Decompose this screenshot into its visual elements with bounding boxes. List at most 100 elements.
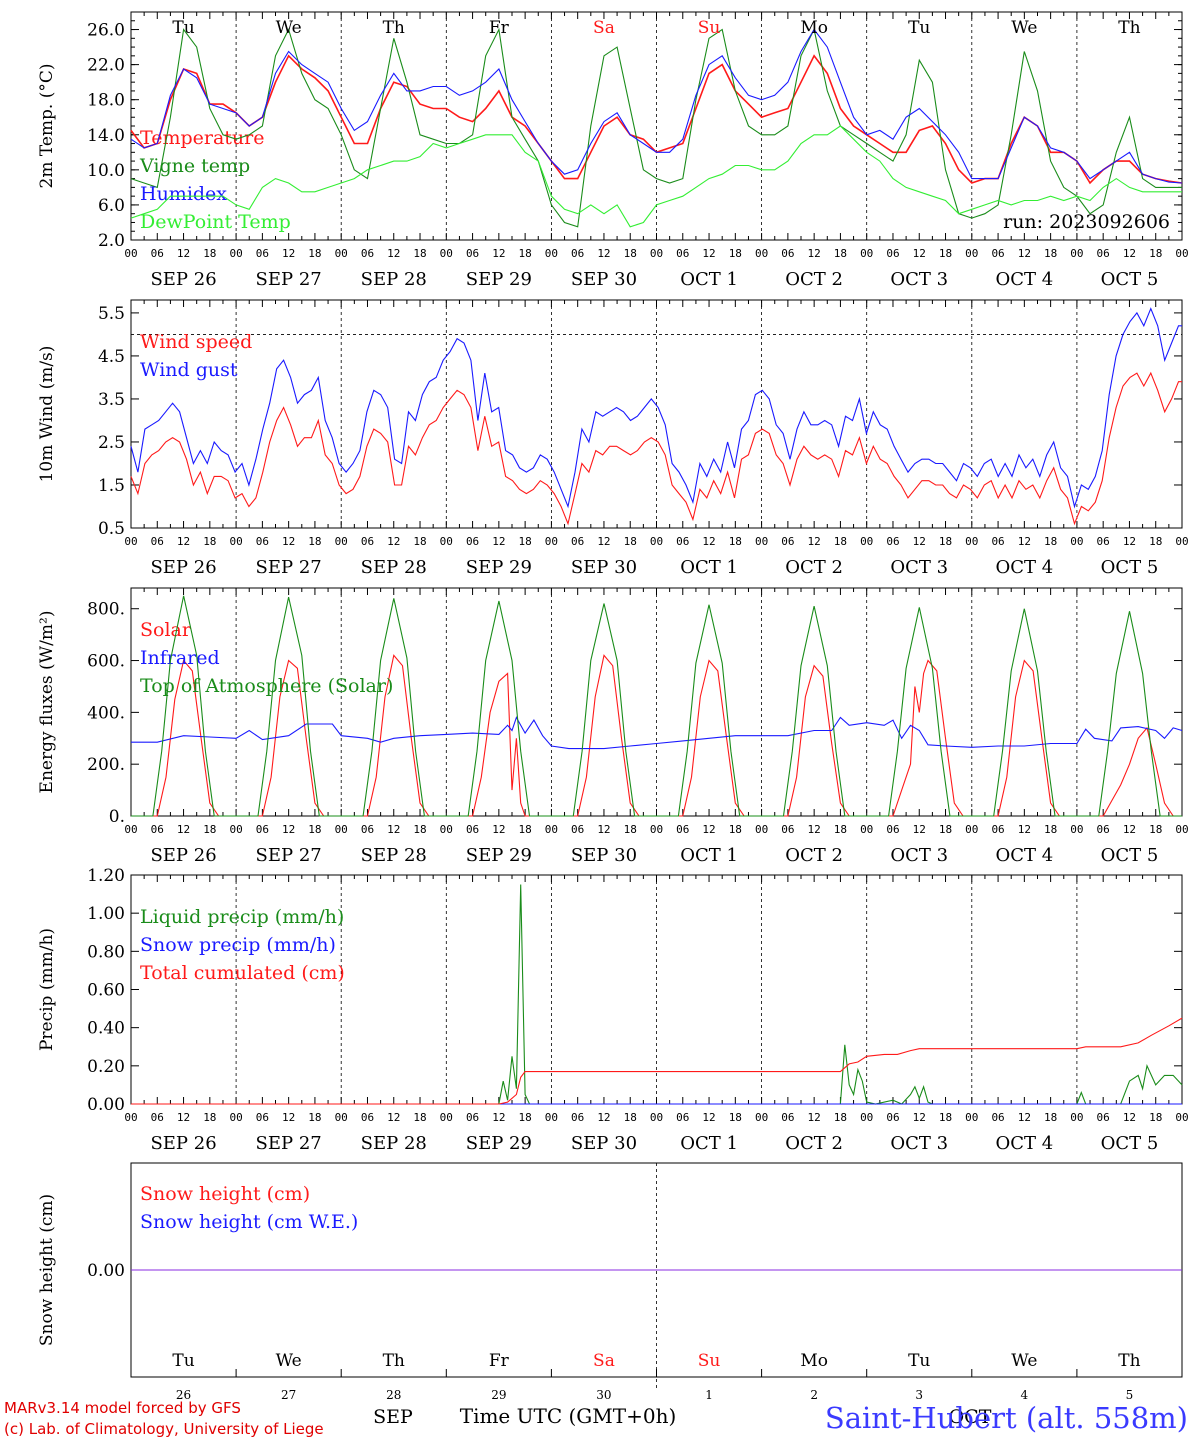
hour-tick-label: 12 — [492, 1111, 505, 1124]
day-number: 30 — [596, 1388, 611, 1402]
hour-tick-label: 00 — [335, 247, 348, 260]
day-name: Fr — [489, 1351, 510, 1371]
date-label: SEP 29 — [466, 845, 532, 866]
hour-tick-label: 06 — [151, 247, 164, 260]
date-label: OCT 2 — [785, 557, 843, 578]
hour-tick-label: 00 — [1175, 247, 1188, 260]
day-name: Su — [698, 1351, 721, 1371]
hour-tick-label: 00 — [545, 1111, 558, 1124]
hour-tick-label: 18 — [413, 1111, 426, 1124]
hour-tick-label: 18 — [729, 535, 742, 548]
y-tick-label: 2.5 — [98, 433, 125, 453]
hour-tick-label: 18 — [939, 247, 952, 260]
hour-tick-label: 12 — [282, 1111, 295, 1124]
hour-tick-label: 00 — [335, 823, 348, 836]
hour-tick-label: 00 — [650, 535, 663, 548]
hour-tick-label: 18 — [203, 1111, 216, 1124]
hour-tick-label: 12 — [1018, 823, 1031, 836]
hour-tick-label: 00 — [335, 1111, 348, 1124]
hour-tick-label: 06 — [466, 1111, 479, 1124]
y-tick-label: 200. — [87, 755, 125, 775]
run-annotation: run: 2023092606 — [1003, 211, 1170, 233]
y-tick-label: 0.00 — [87, 1261, 125, 1281]
panel-1: 00 06 12 18 00 06 12 18 00 06 12 18 00 06 12 18 00 06 12 18… — [37, 11, 1189, 290]
date-label: OCT 2 — [785, 845, 843, 866]
hour-tick-label: 18 — [203, 247, 216, 260]
date-label: SEP 26 — [150, 557, 216, 578]
date-label: OCT 5 — [1101, 845, 1159, 866]
hour-tick-label: 12 — [1018, 535, 1031, 548]
hour-tick-label: 06 — [991, 247, 1004, 260]
hour-tick-label: 06 — [1097, 823, 1110, 836]
hour-tick-label: 12 — [282, 535, 295, 548]
date-label: SEP 29 — [466, 1133, 532, 1154]
hour-tick-label: 12 — [1018, 247, 1031, 260]
y-tick-label: 1.00 — [87, 904, 125, 924]
hour-tick-label: 06 — [676, 247, 689, 260]
day-name: Fr — [489, 18, 510, 38]
legend-entry: Wind gust — [140, 359, 238, 381]
legend-entry: Liquid precip (mm/h) — [140, 906, 344, 928]
panel-4: 00 06 12 18 00 06 12 18 00 06 12 18 00 06 12 18 00 06 12 18… — [37, 866, 1189, 1154]
date-label: SEP 28 — [361, 557, 427, 578]
date-label: SEP 26 — [150, 845, 216, 866]
hour-tick-label: 12 — [808, 247, 821, 260]
hour-tick-label: 12 — [913, 1111, 926, 1124]
date-label: OCT 1 — [680, 1133, 738, 1154]
date-label: SEP 27 — [256, 1133, 322, 1154]
hour-tick-label: 18 — [624, 535, 637, 548]
hour-tick-label: 00 — [124, 247, 137, 260]
hour-tick-label: 12 — [177, 1111, 190, 1124]
hour-tick-label: 00 — [755, 535, 768, 548]
hour-tick-label: 12 — [702, 823, 715, 836]
hour-tick-label: 00 — [229, 1111, 242, 1124]
y-tick-label: 0.20 — [87, 1057, 125, 1077]
hour-tick-label: 12 — [387, 1111, 400, 1124]
hour-tick-label: 00 — [755, 823, 768, 836]
date-label: SEP 28 — [361, 845, 427, 866]
day-number: 29 — [491, 1388, 506, 1402]
hour-tick-label: 18 — [1044, 535, 1057, 548]
hour-tick-label: 12 — [492, 823, 505, 836]
hour-tick-label: 12 — [1123, 247, 1136, 260]
hour-tick-label: 06 — [886, 247, 899, 260]
day-number: 1 — [705, 1388, 713, 1402]
hour-tick-label: 12 — [913, 535, 926, 548]
hour-tick-label: 00 — [650, 823, 663, 836]
hour-tick-label: 00 — [1070, 823, 1083, 836]
panel-2: 00 06 12 18 00 06 12 18 00 06 12 18 00 06 12 18 00 06 12 18… — [37, 299, 1189, 578]
y-tick-label: 10.0 — [87, 161, 125, 181]
date-label: OCT 2 — [785, 269, 843, 290]
hour-tick-label: 06 — [361, 1111, 374, 1124]
date-label: OCT 1 — [680, 845, 738, 866]
date-label: OCT 1 — [680, 557, 738, 578]
y-axis-label: Precip (mm/h) — [37, 928, 57, 1051]
hour-tick-label: 18 — [624, 247, 637, 260]
day-name: Tu — [908, 18, 930, 38]
day-number: 26 — [176, 1388, 191, 1402]
legend-entry: Vigne temp — [139, 155, 250, 177]
hour-tick-label: 06 — [256, 535, 269, 548]
hour-tick-label: 18 — [413, 247, 426, 260]
hour-tick-label: 06 — [571, 247, 584, 260]
legend-entry: Snow precip (mm/h) — [140, 934, 336, 956]
day-name: Tu — [172, 1351, 194, 1371]
hour-tick-label: 00 — [650, 1111, 663, 1124]
hour-tick-label: 00 — [229, 247, 242, 260]
hour-tick-label: 00 — [965, 823, 978, 836]
y-tick-label: 600. — [87, 652, 125, 672]
series-line-dewpoint-temp — [130, 125, 1182, 228]
hour-tick-label: 12 — [597, 535, 610, 548]
date-label: SEP 26 — [150, 269, 216, 290]
date-label: SEP 30 — [571, 269, 637, 290]
hour-tick-label: 18 — [729, 1111, 742, 1124]
hour-tick-label: 00 — [965, 247, 978, 260]
date-label: SEP 26 — [150, 1133, 216, 1154]
hour-tick-label: 06 — [1097, 247, 1110, 260]
day-name: We — [1011, 1351, 1037, 1371]
footer-credit-lab: (c) Lab. of Climatology, University of L… — [4, 1420, 324, 1438]
hour-tick-label: 00 — [1175, 823, 1188, 836]
day-name: Th — [1118, 1351, 1140, 1371]
hour-tick-label: 18 — [624, 1111, 637, 1124]
hour-tick-label: 06 — [151, 535, 164, 548]
